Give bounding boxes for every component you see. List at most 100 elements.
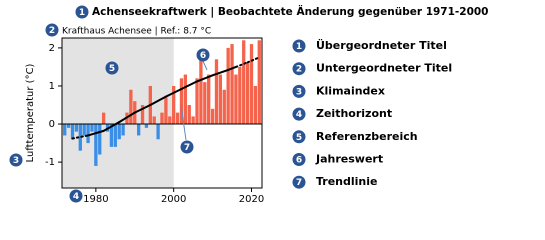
bar [214,59,219,125]
trend-line [71,134,90,140]
bar [218,74,223,125]
bar [94,124,98,166]
bar [172,85,176,125]
x-tick-label: 2000 [161,194,186,205]
leader-line [180,104,187,141]
bar [164,97,168,125]
bar [199,59,203,125]
bar [179,78,184,125]
legend-label: Klimaindex [316,84,385,97]
bar [238,66,242,125]
trend-line [180,80,199,91]
badge-number: 7 [296,178,302,188]
bar [86,124,90,144]
chart-title: Achenseekraftwerk | Beobachtete Änderung… [92,4,489,18]
bar [152,116,156,125]
bar [160,112,164,125]
badge-number: 6 [200,51,206,61]
badge [180,140,194,154]
x-tick-label: 2020 [239,194,264,205]
bar [90,124,94,132]
legend-label: Übergeordneter Titel [316,38,447,52]
x-tick-label: 1980 [83,194,108,205]
bar [183,74,187,125]
badge-number: 3 [13,156,19,166]
bar [242,40,246,125]
trend-line [227,65,237,71]
legend-label: Untergeordneter Titel [316,62,452,75]
y-tick-label: 2 [49,43,55,54]
badge [196,48,210,62]
trend-line [196,74,214,83]
trend-line [164,88,183,98]
chart-subtitle: Krafthaus Achensee | Ref.: 8.7 °C [62,27,211,37]
badge-number: 1 [79,8,85,18]
annotated-chart: -1 0 1 2 1980 2000 2020 Achenseekraftwerk | Beo… [9,4,489,205]
bar [226,47,230,125]
badge-number: 2 [49,26,55,36]
bar [129,89,133,125]
bar [117,124,121,140]
bar [70,124,75,140]
badge [9,153,23,167]
trend-line [211,68,230,77]
bar [249,44,254,125]
legend-label: Jahreswert [315,153,383,166]
bar [101,112,106,125]
bar [82,124,86,136]
trend-line [118,111,136,124]
trend-line [133,104,152,114]
legend-label: Trendlinie [316,175,378,188]
badge [292,39,306,53]
bar [175,112,180,125]
badge-number: 7 [184,143,190,153]
badge [292,130,306,144]
badge [292,153,306,166]
trend-line [234,61,249,68]
bar [109,124,114,147]
badge [105,61,119,75]
bar [78,124,82,151]
badge [292,62,306,76]
bar [66,124,71,128]
y-tick-label: 0 [49,119,55,130]
badge-number: 6 [296,156,302,166]
bar [156,124,160,140]
badge [75,5,89,19]
bar [113,124,117,147]
bar [74,124,79,132]
leader-line [202,60,208,71]
bar [257,40,261,125]
y-tick-label: -1 [45,157,55,168]
badge [292,84,306,98]
badge-number: 3 [296,87,302,97]
reference-area [62,38,174,188]
y-axis-label: Lufttemperatur (°C) [25,63,36,162]
badge-number: 4 [296,110,302,120]
badge [292,107,306,121]
badge-number: 1 [296,42,302,52]
badge-number: 5 [109,64,115,74]
bar [63,124,67,136]
trend-line [87,129,105,137]
bar [234,74,238,125]
badge [292,175,306,189]
bar [195,78,199,125]
bar [121,124,125,136]
bar [207,74,211,125]
legend-label: Referenzbereich [316,130,418,143]
trend-line [149,95,167,107]
badge-number: 2 [296,65,302,75]
bar [187,105,191,125]
bar [222,89,226,125]
badge [69,189,83,203]
bar [191,116,195,125]
bar [98,124,102,155]
bar [253,85,258,125]
bar [210,108,215,125]
legend-label: Zeithorizont [316,107,392,120]
bar [203,82,207,125]
trend-line [102,121,121,132]
y-tick-label: 1 [49,81,55,92]
trend-line [246,56,261,64]
